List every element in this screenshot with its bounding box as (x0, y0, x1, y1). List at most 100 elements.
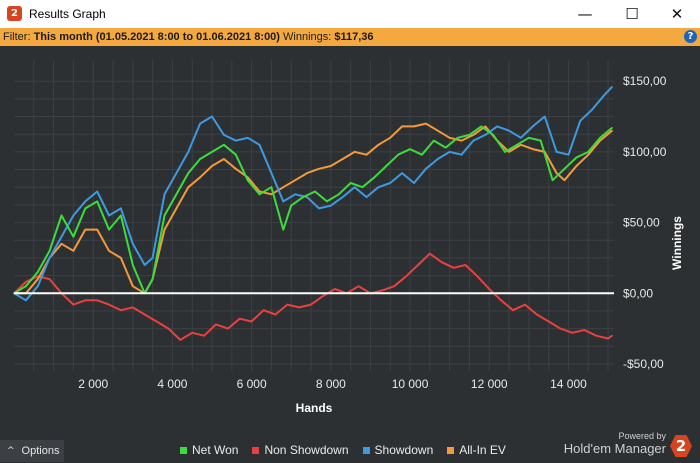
data-point (532, 125, 534, 128)
data-point (132, 264, 134, 266)
data-point (84, 200, 87, 203)
data-point (421, 153, 423, 156)
legend-item-non-showdown[interactable]: Non Showdown (252, 443, 349, 457)
data-point (393, 285, 395, 287)
data-point (571, 332, 574, 334)
data-point (250, 320, 253, 323)
results-chart: 2 000 4 000 6 000 8 000 10 000 12 000 14 000 -… (13, 60, 684, 415)
data-point (132, 285, 134, 287)
chart-series (13, 86, 613, 341)
winnings-label: Winnings: (283, 31, 332, 43)
data-point (270, 193, 273, 196)
chart-legend: Net Won Non Showdown Showdown All-In EV (180, 443, 506, 457)
y-tick-label: $50,00 (623, 216, 660, 230)
data-point (611, 334, 613, 337)
data-point (36, 278, 39, 280)
data-point (238, 317, 241, 320)
data-point (583, 329, 586, 331)
data-point (25, 285, 27, 287)
data-point (409, 148, 411, 150)
series-line-all-in-ev (14, 122, 613, 295)
data-point (520, 144, 522, 146)
data-point (579, 119, 582, 122)
data-point (60, 214, 63, 217)
data-point (199, 176, 201, 179)
data-point (151, 278, 154, 280)
data-point (599, 139, 601, 142)
data-point (480, 125, 483, 128)
data-point (373, 176, 376, 179)
data-point (468, 134, 471, 136)
data-point (377, 144, 380, 146)
data-point (587, 151, 590, 153)
data-point (143, 264, 146, 266)
series-line-non-showdown (13, 252, 613, 341)
legend-item-showdown[interactable]: Showdown (362, 443, 433, 457)
data-point (223, 158, 225, 160)
data-point (405, 275, 407, 278)
close-button[interactable]: ✕ (670, 5, 684, 23)
options-button[interactable]: ^ Options (0, 440, 64, 462)
data-point (223, 144, 225, 146)
legend-swatch (180, 446, 187, 454)
legend-item-net-won[interactable]: Net Won (180, 443, 238, 457)
options-label: Options (21, 445, 60, 457)
data-point (528, 136, 530, 139)
data-point (25, 299, 27, 302)
minimize-button[interactable]: — (577, 5, 593, 23)
data-point (258, 190, 261, 193)
title-bar: 2 Results Graph — ☐ ✕ (0, 0, 700, 28)
x-tick-label: 8 000 (316, 377, 346, 391)
data-point (282, 228, 285, 231)
data-point (460, 153, 463, 156)
data-point (108, 250, 110, 252)
data-point (496, 125, 498, 128)
data-point (96, 190, 98, 193)
data-point (341, 196, 344, 198)
data-point (191, 332, 194, 334)
data-point (302, 196, 304, 198)
data-point (84, 228, 87, 231)
data-point (167, 327, 170, 330)
data-point (306, 172, 308, 174)
data-point (96, 200, 98, 203)
data-point (555, 172, 558, 174)
data-point (270, 172, 273, 174)
filter-value: This month (01.05.2021 8:00 to 01.06.202… (33, 31, 280, 43)
window-title: Results Graph (29, 7, 106, 21)
data-point (72, 250, 75, 252)
data-point (413, 125, 415, 128)
data-point (36, 285, 39, 287)
data-point (448, 151, 451, 153)
data-point (365, 196, 368, 198)
data-point (603, 94, 605, 97)
data-point (282, 200, 285, 203)
data-point (492, 134, 495, 136)
data-point (326, 200, 328, 203)
data-point (132, 242, 134, 245)
data-point (223, 134, 225, 136)
help-icon[interactable]: ? (684, 30, 697, 43)
legend-item-all-in-ev[interactable]: All-In EV (447, 443, 506, 457)
data-point (120, 309, 122, 312)
data-point (108, 303, 110, 306)
data-point (258, 193, 261, 196)
data-point (282, 186, 285, 189)
data-point (567, 153, 570, 156)
data-point (436, 129, 439, 132)
data-point (575, 165, 578, 167)
data-point (262, 309, 265, 312)
data-point (274, 313, 277, 316)
data-point (175, 193, 178, 196)
data-point (520, 136, 522, 139)
x-tick-label: 14 000 (550, 377, 587, 391)
data-point (377, 186, 380, 189)
legend-label: Non Showdown (264, 443, 349, 457)
maximize-button[interactable]: ☐ (625, 5, 639, 23)
data-point (108, 214, 110, 217)
data-point (539, 139, 542, 142)
data-point (211, 165, 213, 167)
data-point (401, 172, 403, 174)
data-point (330, 204, 332, 207)
legend-label: Net Won (192, 443, 239, 457)
